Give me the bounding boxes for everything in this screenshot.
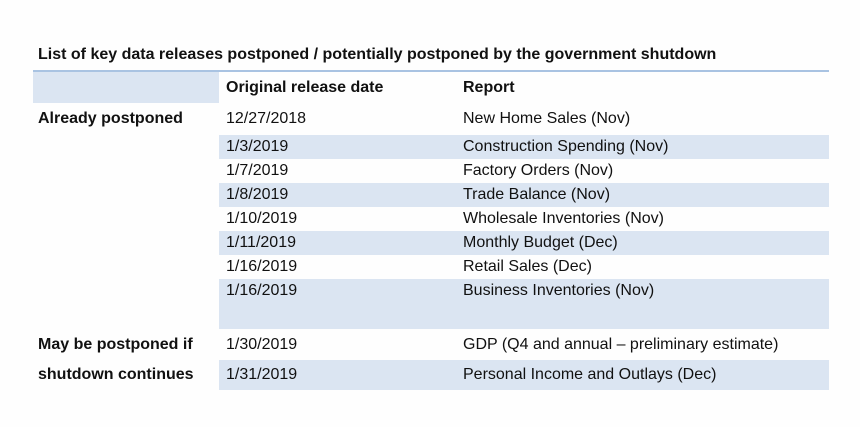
- table-row: 1/16/2019 Retail Sales (Dec): [33, 255, 829, 279]
- report-name: Personal Income and Outlays (Dec): [463, 360, 829, 390]
- release-date: 1/8/2019: [219, 183, 463, 207]
- section-label-already-postponed: Already postponed: [38, 110, 183, 127]
- release-date: 1/10/2019: [226, 210, 298, 227]
- section-label-may-be-postponed-line1: May be postponed if: [38, 336, 193, 353]
- table-row: 1/10/2019 Wholesale Inventories (Nov): [33, 207, 829, 231]
- data-releases-table: List of key data releases postponed / po…: [33, 40, 829, 390]
- release-date: 1/7/2019: [226, 162, 289, 179]
- report-name: Business Inventories (Nov): [463, 279, 829, 303]
- report-name: Wholesale Inventories (Nov): [463, 210, 664, 227]
- header-report: Report: [463, 79, 515, 96]
- release-date: 1/11/2019: [219, 231, 463, 255]
- table-row: 1/16/2019 Business Inventories (Nov): [33, 279, 829, 303]
- table-title: List of key data releases postponed / po…: [33, 40, 829, 72]
- release-date: 12/27/2018: [226, 110, 307, 127]
- report-name: Monthly Budget (Dec): [463, 231, 829, 255]
- header-section: [33, 72, 219, 103]
- report-name: New Home Sales (Nov): [463, 110, 631, 127]
- report-name: Trade Balance (Nov): [463, 183, 829, 207]
- table-row: 1/11/2019 Monthly Budget (Dec): [33, 231, 829, 255]
- release-date: 1/3/2019: [219, 135, 463, 159]
- report-name: Factory Orders (Nov): [463, 162, 614, 179]
- table-row: 1/3/2019 Construction Spending (Nov): [33, 135, 829, 159]
- table-row: 1/8/2019 Trade Balance (Nov): [33, 183, 829, 207]
- report-name: Retail Sales (Dec): [463, 258, 592, 275]
- header-date: Original release date: [226, 79, 384, 96]
- table-row: Already postponed 12/27/2018 New Home Sa…: [33, 103, 829, 135]
- table-row: shutdown continues 1/31/2019 Personal In…: [33, 360, 829, 390]
- release-date: 1/31/2019: [219, 360, 463, 390]
- release-date: 1/16/2019: [226, 258, 298, 275]
- release-date: 1/16/2019: [219, 279, 463, 303]
- table-row: 1/7/2019 Factory Orders (Nov): [33, 159, 829, 183]
- table-row: May be postponed if 1/30/2019 GDP (Q4 an…: [33, 329, 829, 360]
- report-name: Construction Spending (Nov): [463, 135, 829, 159]
- report-name: GDP (Q4 and annual – preliminary estimat…: [463, 336, 779, 353]
- spacer-row: [33, 303, 829, 329]
- release-date: 1/30/2019: [226, 336, 298, 353]
- section-label-may-be-postponed-line2: shutdown continues: [38, 366, 194, 383]
- table-header-row: Original release date Report: [33, 72, 829, 103]
